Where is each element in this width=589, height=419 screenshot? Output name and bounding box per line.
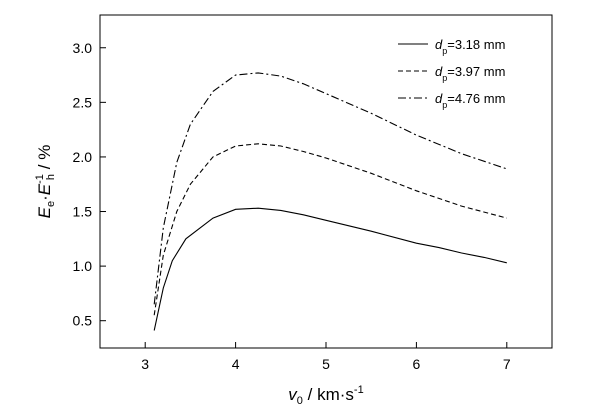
y-tick-label: 2.0 xyxy=(73,149,93,165)
y-tick-label: 0.5 xyxy=(73,313,93,329)
legend-label-symbol: d xyxy=(435,64,443,79)
y-tick-label: 1.0 xyxy=(73,258,93,274)
legend-label-sub: p xyxy=(442,73,447,83)
y-axis-title-dot: · xyxy=(35,195,54,201)
y-axis-title-sub-1: e xyxy=(45,201,57,207)
x-axis-title-main: v xyxy=(288,385,298,404)
series-line-3 xyxy=(153,72,507,305)
x-tick-label: 3 xyxy=(141,356,149,372)
series-line-2 xyxy=(153,143,507,316)
y-tick-label: 2.5 xyxy=(73,94,93,110)
y-tick-label: 1.5 xyxy=(73,204,93,220)
y-tick-label: 3.0 xyxy=(73,40,93,56)
series-line-1 xyxy=(153,207,507,331)
legend-label: dp=3.97 mm xyxy=(435,64,505,83)
legend-label-value: =3.97 mm xyxy=(447,64,505,79)
legend-label-sub: p xyxy=(442,100,447,110)
legend-label-value: =4.76 mm xyxy=(447,91,505,106)
x-ticks: 3 4 5 6 7 xyxy=(141,342,511,372)
y-axis-title-main-2: E xyxy=(35,183,54,195)
x-tick-label: 4 xyxy=(232,356,240,372)
legend-label-value: =3.18 mm xyxy=(447,37,505,52)
x-axis-title-unit: / km·s xyxy=(303,385,354,404)
legend-label: dp=4.76 mm xyxy=(435,91,505,110)
y-axis-title-sup: -1 xyxy=(34,174,46,184)
series-lines xyxy=(153,72,507,331)
y-ticks: 0.5 1.0 1.5 2.0 2.5 3.0 xyxy=(73,40,106,329)
x-tick-label: 7 xyxy=(503,356,511,372)
legend-label-symbol: d xyxy=(435,91,443,106)
x-axis-title: v0 / km·s-1 xyxy=(288,384,363,407)
x-tick-label: 5 xyxy=(322,356,330,372)
y-axis-title-unit: / % xyxy=(35,145,54,174)
legend-label-sub: p xyxy=(442,46,447,56)
legend-label-symbol: d xyxy=(435,37,443,52)
x-tick-label: 6 xyxy=(413,356,421,372)
y-axis-title-sub-2: h xyxy=(45,174,57,180)
legend-label: dp=3.18 mm xyxy=(435,37,505,56)
y-axis-title: Ee·E-1h / % xyxy=(34,145,57,219)
x-axis-title-sup: -1 xyxy=(354,384,364,396)
x-axis-title-sub: 0 xyxy=(297,395,303,407)
y-axis-title-main-1: E xyxy=(35,206,54,218)
